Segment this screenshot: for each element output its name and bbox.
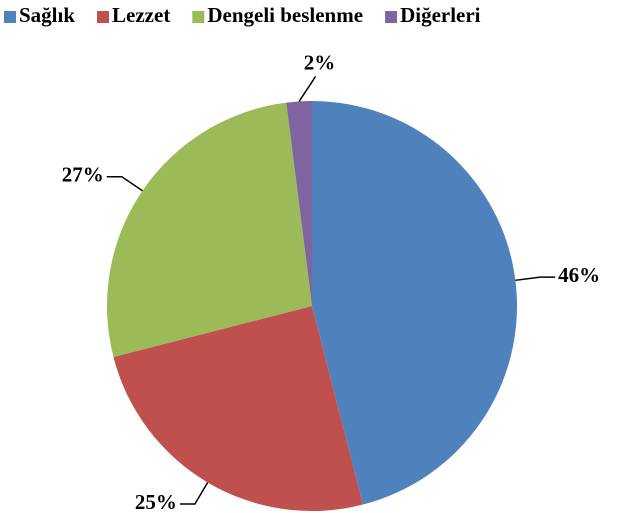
leader-line	[179, 482, 209, 505]
legend-swatch	[4, 11, 16, 23]
data-label: 46%	[558, 263, 600, 287]
legend-label: Sağlık	[19, 3, 75, 27]
data-label: 25%	[135, 490, 177, 513]
leader-line	[515, 276, 556, 282]
pie-slice	[286, 101, 312, 306]
legend-label: Dengeli beslenme	[207, 3, 363, 27]
data-label: 27%	[62, 163, 104, 187]
data-label: 2%	[304, 50, 336, 74]
legend-label: Lezzet	[112, 3, 170, 27]
legend-swatch	[192, 11, 205, 23]
leader-line	[106, 175, 143, 192]
pie-slice	[312, 101, 517, 505]
legend-swatch	[385, 11, 398, 23]
leader-line	[298, 76, 317, 102]
pie-slice	[107, 102, 313, 357]
pie-slice	[113, 306, 363, 511]
legend-swatch	[97, 11, 110, 23]
legend-label: Diğerleri	[400, 3, 481, 27]
